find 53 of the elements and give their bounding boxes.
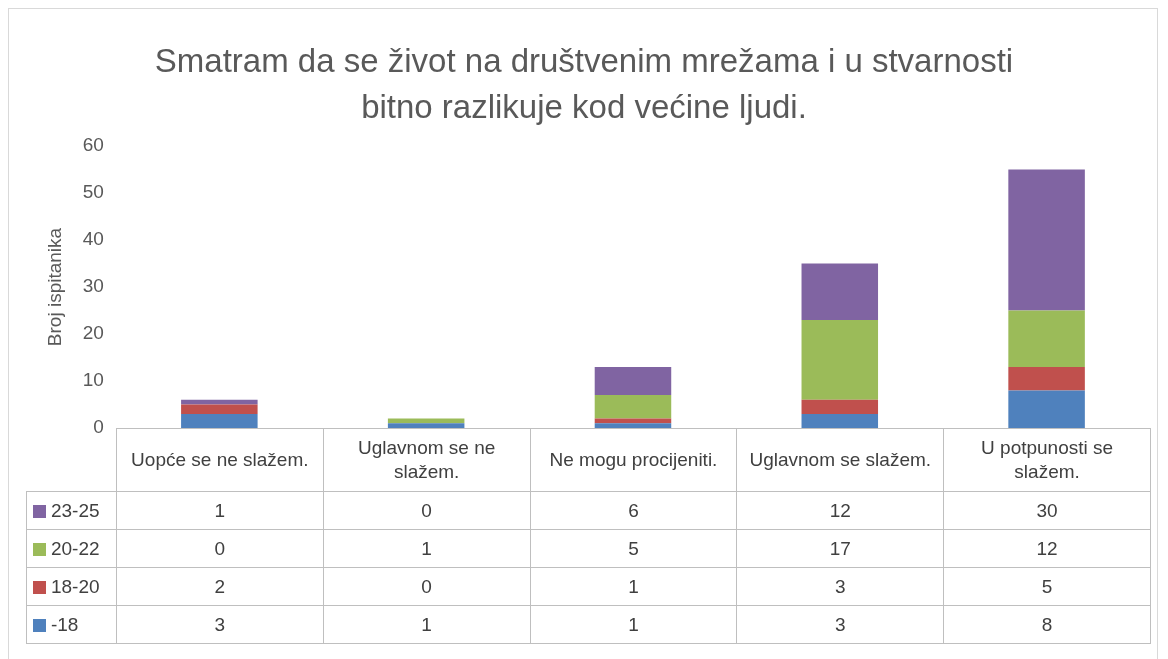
data-label: 2 <box>116 567 324 606</box>
y-tick-label: 40 <box>82 228 104 250</box>
bar <box>181 404 258 414</box>
bar <box>801 263 879 320</box>
legend-label: -18 <box>26 605 117 644</box>
bar <box>594 366 672 396</box>
data-label: 3 <box>736 605 944 644</box>
data-label: 5 <box>530 529 737 568</box>
data-label: 3 <box>736 567 944 606</box>
bar <box>801 319 879 400</box>
bar <box>594 395 672 419</box>
data-label: 17 <box>736 529 944 568</box>
data-label: 8 <box>943 605 1151 644</box>
data-label: 5 <box>943 567 1151 606</box>
x-tick-label: U potpunosti se slažem. <box>943 428 1151 492</box>
data-label: 12 <box>943 529 1151 568</box>
bar <box>1008 366 1085 391</box>
data-label: 1 <box>323 529 531 568</box>
y-axis-title: Broj ispitanika <box>43 227 65 347</box>
data-label: 12 <box>736 491 944 530</box>
y-tick-label: 20 <box>82 322 104 344</box>
bar <box>801 399 879 414</box>
data-label: 1 <box>116 491 324 530</box>
data-label: 0 <box>116 529 324 568</box>
data-label: 3 <box>116 605 324 644</box>
y-tick-label: 50 <box>82 181 104 203</box>
x-tick-label: Uopće se ne slažem. <box>116 428 324 492</box>
data-label: 30 <box>943 491 1151 530</box>
legend-label: 18-20 <box>26 567 117 606</box>
bar <box>594 423 672 428</box>
data-label: 0 <box>323 491 531 530</box>
bar <box>1008 390 1085 428</box>
data-label: 1 <box>530 567 737 606</box>
bar <box>181 399 258 405</box>
legend-label: 23-25 <box>26 491 117 530</box>
y-tick-label: 30 <box>82 275 104 297</box>
x-tick-label: Uglavnom se ne slažem. <box>323 428 531 492</box>
data-label: 6 <box>530 491 737 530</box>
x-tick-label: Ne mogu procijeniti. <box>530 428 737 492</box>
bar <box>1008 169 1085 311</box>
chart-title: Smatram da se život na društvenim mrežama i u stvarnosti bitno razlikuje kod većine ljudi. <box>153 41 1015 127</box>
y-tick-label: 0 <box>93 416 104 438</box>
data-label: 1 <box>530 605 737 644</box>
legend-label: 20-22 <box>26 529 117 568</box>
data-label: 1 <box>323 605 531 644</box>
bar <box>387 423 465 428</box>
bar <box>181 413 258 428</box>
y-tick-label: 10 <box>82 369 104 391</box>
y-tick-label: 60 <box>82 134 104 156</box>
x-tick-label: Uglavnom se slažem. <box>736 428 944 492</box>
data-label: 0 <box>323 567 531 606</box>
bar <box>1008 310 1085 367</box>
bar <box>801 413 879 428</box>
